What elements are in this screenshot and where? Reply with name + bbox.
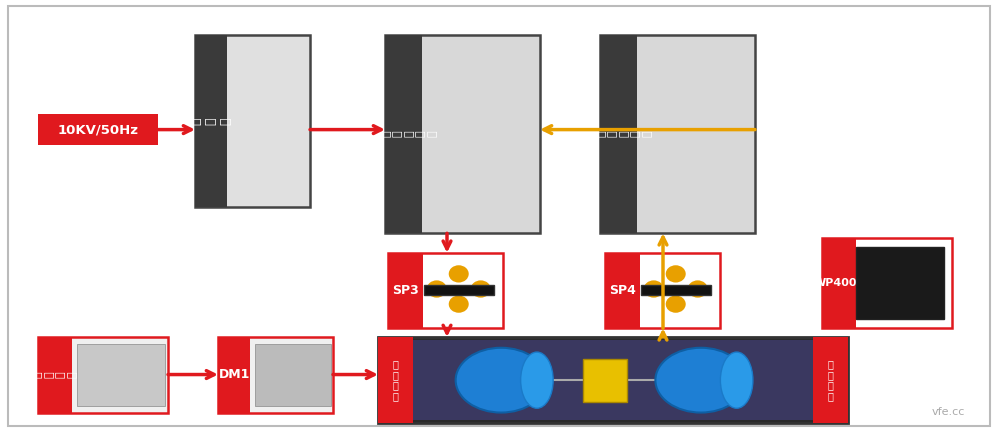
FancyBboxPatch shape (378, 337, 848, 423)
Ellipse shape (427, 280, 447, 298)
Ellipse shape (655, 348, 746, 413)
FancyBboxPatch shape (822, 238, 856, 328)
Text: 励
磁
电
源: 励 磁 电 源 (32, 372, 77, 378)
Text: 陪
试
电
机: 陪 试 电 机 (827, 359, 833, 401)
FancyBboxPatch shape (255, 344, 331, 406)
FancyBboxPatch shape (38, 114, 158, 145)
Ellipse shape (449, 295, 469, 313)
FancyBboxPatch shape (388, 253, 422, 328)
Text: 被
检
侧
电
机
组: 被 检 侧 电 机 组 (370, 130, 438, 137)
Text: 10KV/50Hz: 10KV/50Hz (58, 123, 138, 136)
Ellipse shape (666, 265, 686, 283)
FancyBboxPatch shape (385, 35, 422, 233)
Ellipse shape (456, 348, 547, 413)
Ellipse shape (471, 280, 491, 298)
Text: SP4: SP4 (609, 284, 636, 297)
Text: DM1: DM1 (218, 368, 250, 381)
Text: 陪
试
侧
电
机
组: 陪 试 侧 电 机 组 (585, 130, 653, 137)
Text: 被
检
电
机: 被 检 电 机 (393, 359, 399, 401)
Ellipse shape (449, 265, 469, 283)
Ellipse shape (666, 295, 686, 313)
Text: WP4000: WP4000 (813, 278, 864, 288)
FancyBboxPatch shape (218, 337, 333, 413)
FancyBboxPatch shape (813, 337, 848, 423)
FancyBboxPatch shape (605, 253, 720, 328)
FancyBboxPatch shape (583, 359, 627, 402)
FancyBboxPatch shape (8, 6, 990, 426)
FancyBboxPatch shape (424, 285, 494, 295)
Text: 变
压
器: 变 压 器 (190, 117, 233, 125)
FancyBboxPatch shape (600, 35, 637, 233)
Ellipse shape (521, 352, 553, 408)
Ellipse shape (720, 352, 753, 408)
FancyBboxPatch shape (195, 35, 227, 207)
FancyBboxPatch shape (641, 285, 711, 295)
FancyBboxPatch shape (600, 35, 755, 233)
FancyBboxPatch shape (413, 340, 813, 420)
FancyBboxPatch shape (77, 344, 165, 406)
Text: SP3: SP3 (392, 284, 419, 297)
FancyBboxPatch shape (385, 35, 540, 233)
FancyBboxPatch shape (822, 238, 952, 328)
FancyBboxPatch shape (195, 35, 310, 207)
Text: vfe.cc: vfe.cc (932, 407, 965, 417)
FancyBboxPatch shape (605, 253, 640, 328)
Ellipse shape (688, 280, 708, 298)
FancyBboxPatch shape (38, 337, 168, 413)
FancyBboxPatch shape (856, 247, 944, 319)
FancyBboxPatch shape (38, 337, 72, 413)
FancyBboxPatch shape (378, 337, 413, 423)
FancyBboxPatch shape (388, 253, 503, 328)
FancyBboxPatch shape (218, 337, 250, 413)
Ellipse shape (644, 280, 664, 298)
